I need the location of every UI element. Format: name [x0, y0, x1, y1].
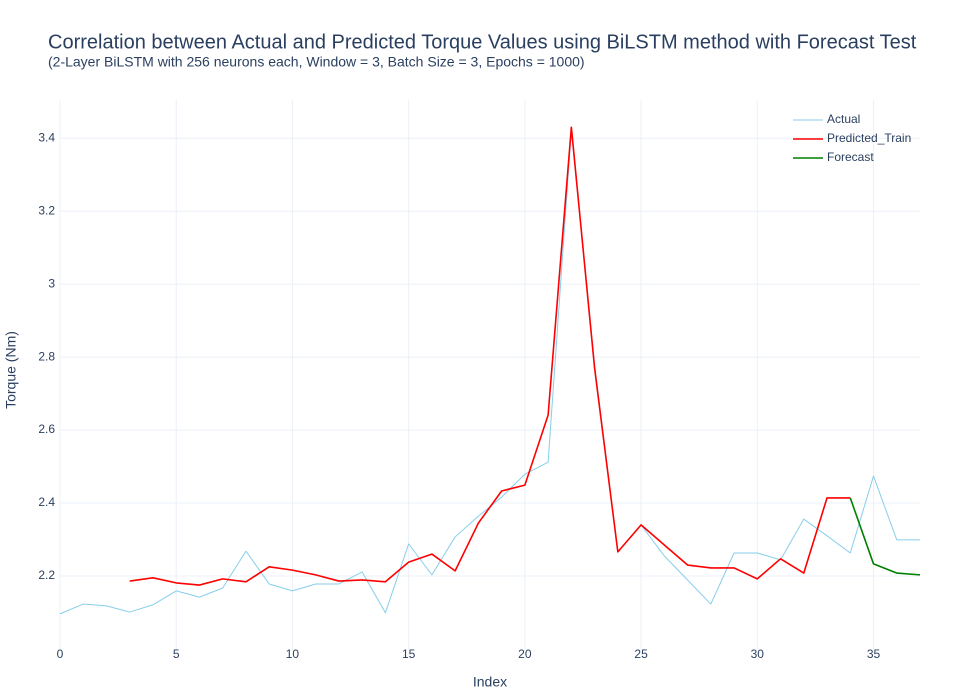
- x-tick-label: 25: [634, 647, 648, 661]
- y-tick-label: 3.2: [38, 203, 55, 217]
- y-tick-label: 2.4: [38, 495, 55, 509]
- x-tick-label: 35: [867, 647, 881, 661]
- legend-label: Actual: [827, 112, 860, 126]
- y-tick-label: 3: [48, 276, 55, 290]
- y-tick-label: 2.6: [38, 422, 55, 436]
- series-line: [129, 126, 851, 586]
- legend-label: Predicted_Train: [827, 131, 911, 145]
- x-tick-label: 30: [751, 647, 765, 661]
- x-axis-label: Index: [473, 674, 507, 690]
- chart-subtitle: (2-Layer BiLSTM with 256 neurons each, W…: [48, 54, 585, 70]
- y-tick-label: 2.8: [38, 349, 55, 363]
- x-tick-label: 10: [286, 647, 300, 661]
- legend-label: Forecast: [827, 150, 874, 164]
- y-axis-label: Torque (Nm): [3, 331, 19, 409]
- y-tick-label: 3.4: [38, 130, 55, 144]
- y-tick-label: 2.2: [38, 568, 55, 582]
- x-tick-label: 20: [518, 647, 532, 661]
- chart-title: Correlation between Actual and Predicted…: [48, 31, 917, 53]
- x-tick-label: 0: [57, 647, 64, 661]
- series-line: [849, 497, 921, 576]
- x-tick-label: 15: [402, 647, 416, 661]
- x-tick-label: 5: [173, 647, 180, 661]
